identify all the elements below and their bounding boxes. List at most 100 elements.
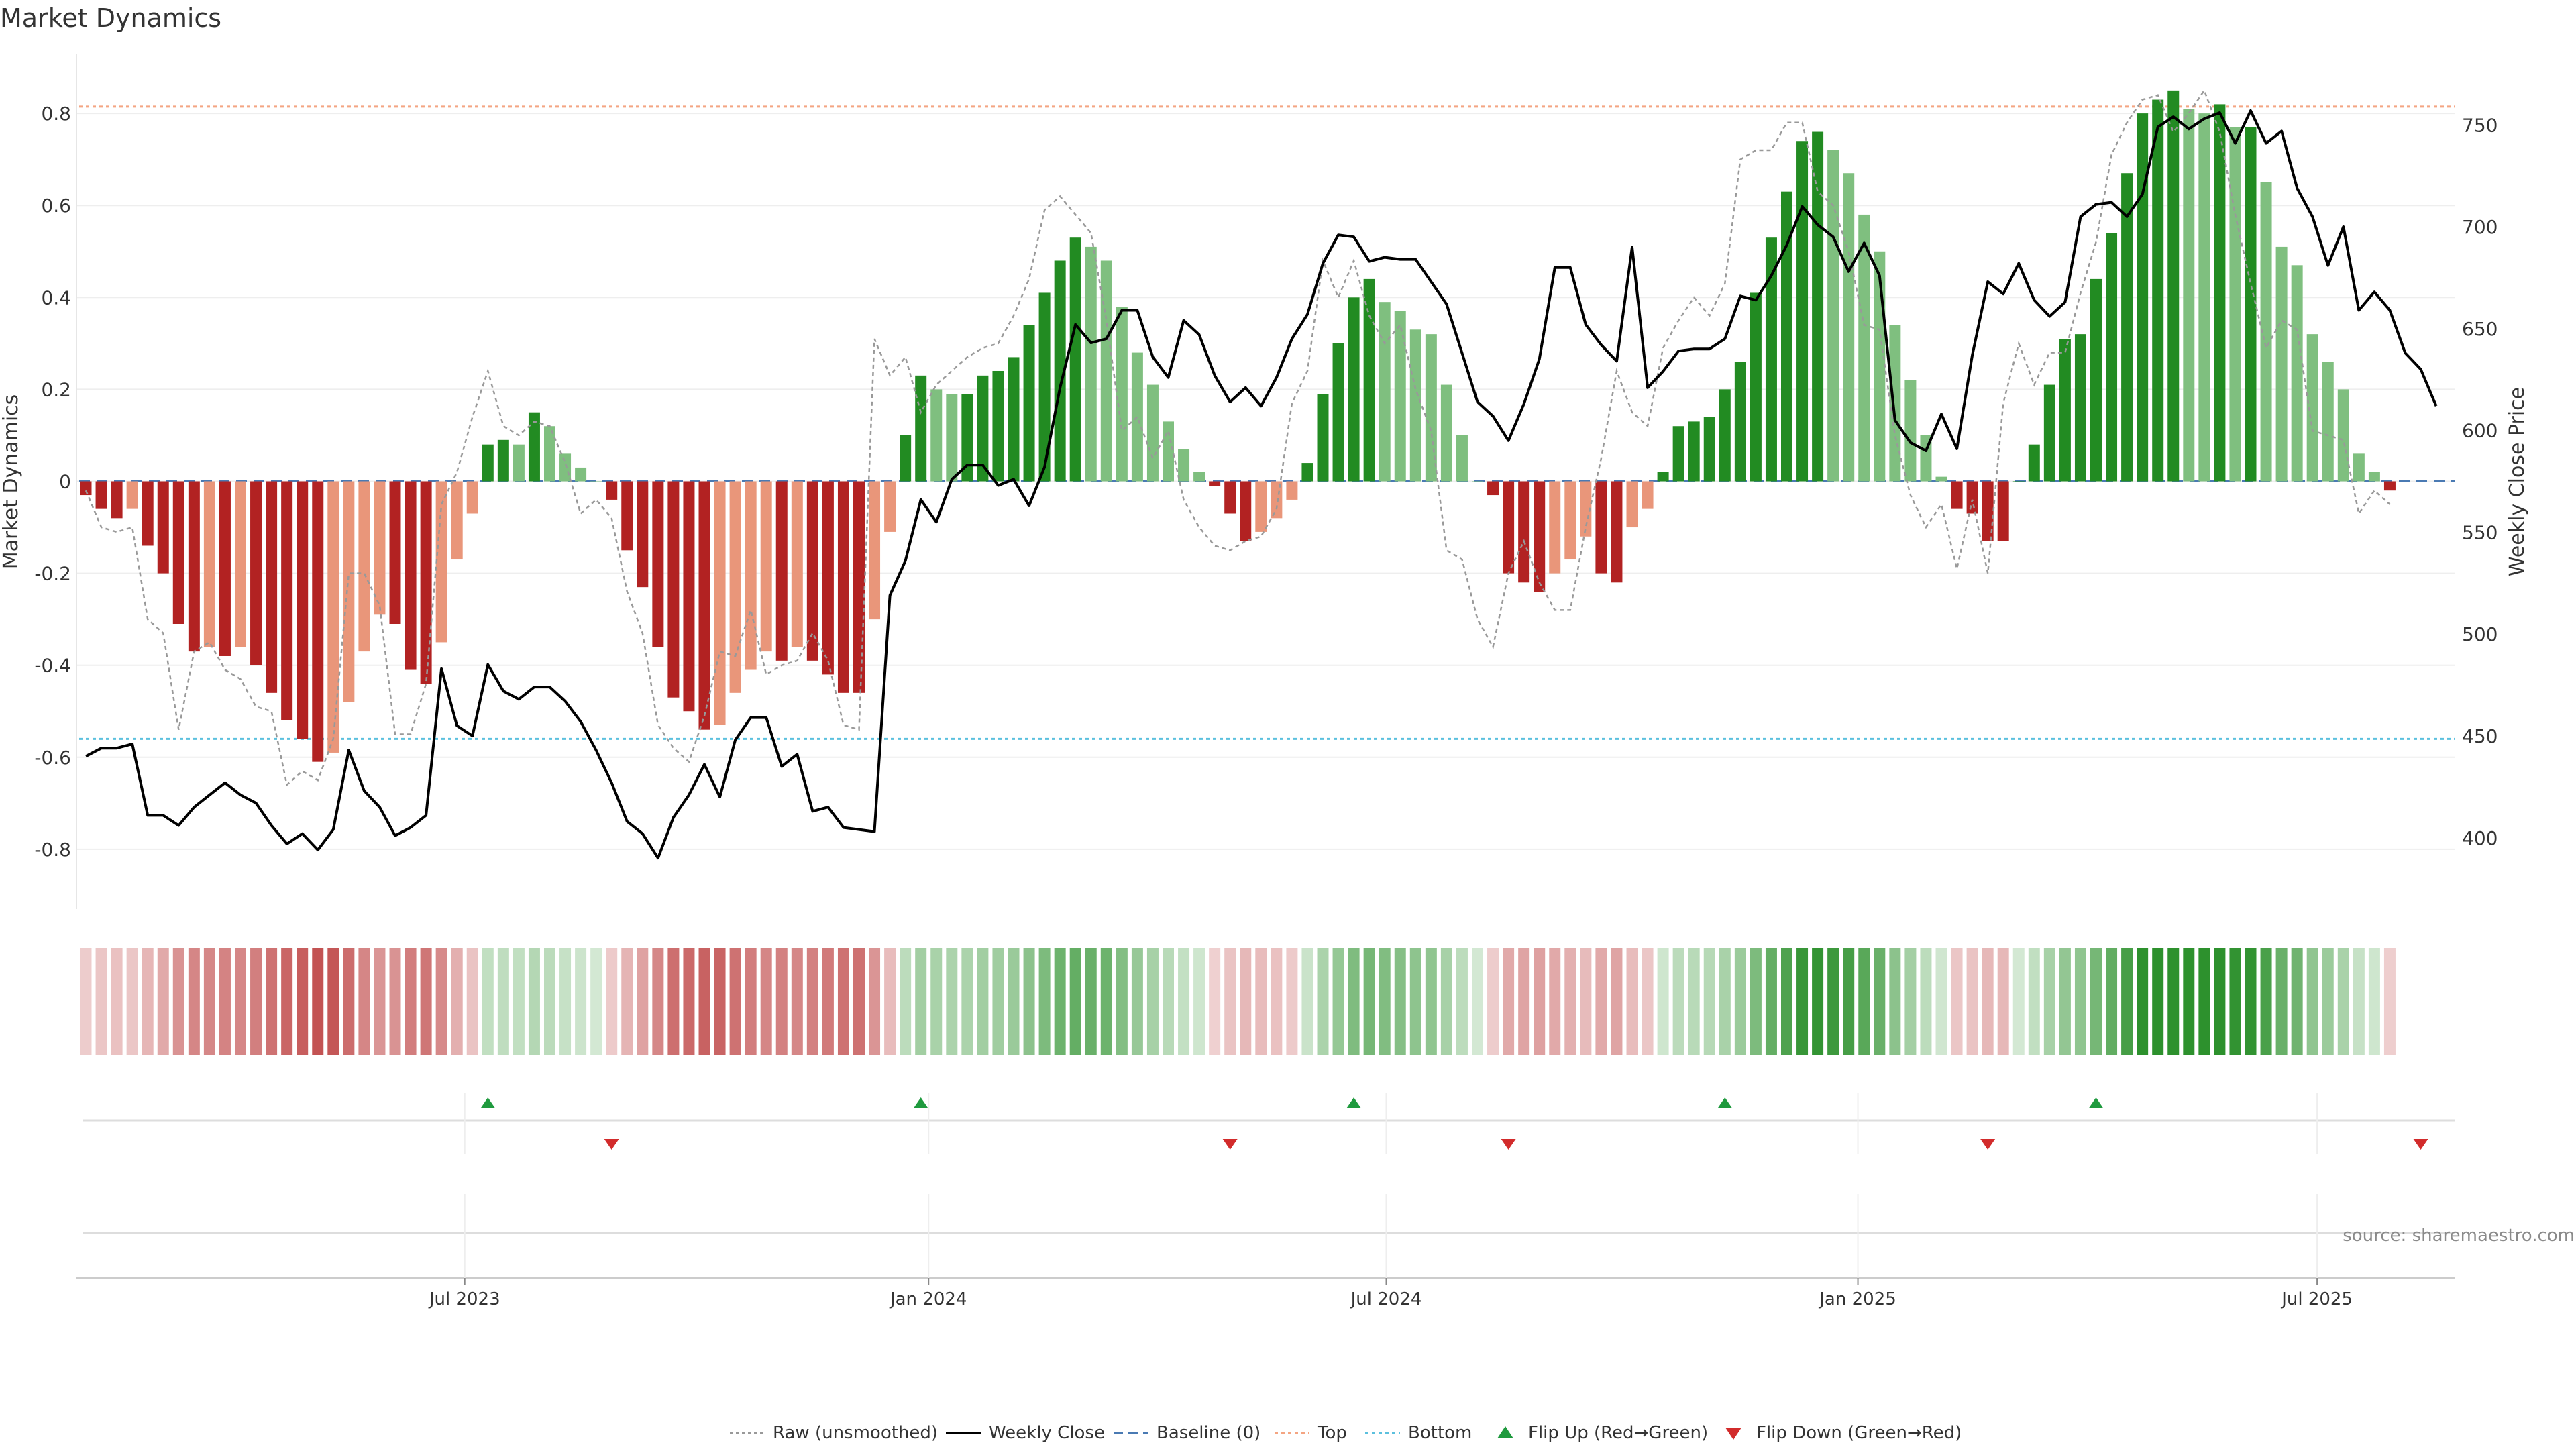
bar [1363,278,1375,482]
source-label: source: sharemaestro.com [2343,1226,2575,1246]
flip-up-marker [2088,1097,2104,1108]
bar [297,481,309,739]
x-tick-label: Jan 2025 [1818,1289,1896,1309]
bar [621,481,633,551]
strip-cell [1564,948,1576,1055]
bar [1425,334,1437,482]
bar [528,412,540,482]
left-tick-label: -0.2 [34,563,71,585]
bar [1286,481,1298,500]
strip-cell [497,948,509,1055]
legend-label: Baseline (0) [1157,1423,1260,1443]
strip-cell [1472,948,1483,1055]
right-tick-label: 750 [2462,114,2498,136]
bar [513,444,525,482]
bar [1332,343,1344,482]
bar [95,481,107,509]
strip-cell [1363,948,1375,1055]
x-tick-label: Jul 2023 [428,1289,500,1309]
strip-cell [80,948,92,1055]
strip-cell [1038,948,1051,1055]
strip-cell [1255,948,1267,1055]
bar [652,481,664,647]
strip-cell [621,948,633,1055]
strip-cell [188,948,200,1055]
bar [374,481,386,615]
bar [327,481,339,753]
bar [1348,297,1360,482]
bar [1997,481,2009,541]
strip-cell [203,948,215,1055]
bar [1487,481,1499,496]
strip-cell [1874,948,1886,1055]
bar [1966,481,1978,514]
bar [2214,104,2226,482]
flip-down-marker [1501,1139,1516,1150]
strip-cell [683,948,695,1055]
strip-cell [281,948,293,1055]
right-tick-label: 450 [2462,725,2498,747]
strip-cell [1317,948,1329,1055]
strip-cell [2322,948,2334,1055]
strip-cell [1688,948,1700,1055]
bar [2183,109,2195,482]
strip-cell [1935,948,1947,1055]
strip-cell [544,948,555,1055]
strip-cell [745,948,757,1055]
strip-cell [1409,948,1421,1055]
bar [250,481,262,665]
strip-cell [2337,948,2349,1055]
close-line-layer [85,109,2438,860]
strip-cell [837,948,849,1055]
x-tick-label: Jul 2024 [1350,1289,1422,1309]
strip-cell [1904,948,1917,1055]
bar [1301,463,1313,482]
bar [2306,334,2318,482]
strip-cell [1657,948,1669,1055]
bar [358,481,370,652]
strip-cell [2152,948,2164,1055]
strip-cell [374,948,386,1055]
strip-cell [884,948,896,1055]
bar [775,481,788,661]
strip-cell [235,948,246,1055]
strip-cell [992,948,1004,1055]
legend-label: Flip Up (Red→Green) [1528,1423,1708,1443]
flip-down-marker [604,1139,619,1150]
flip-up-marker [1346,1097,1362,1108]
bar [157,481,169,574]
strip-cell [930,948,943,1055]
bar [2090,278,2102,482]
bar [1935,476,1947,482]
strip-cell [1703,948,1715,1055]
strip-cell [1379,948,1391,1055]
strip-cell [977,948,989,1055]
strip-cell [1982,948,1994,1055]
bar [1054,260,1066,482]
strip-cell [266,948,278,1055]
x-axis: Jul 2023 Jan 2024 Jul 2024 Jan 2025 Jul 2025 [76,1093,2455,1309]
left-tick-label: 0.2 [41,378,71,400]
bar [2322,362,2334,482]
strip-cell [1116,948,1128,1055]
strip-cell [2198,948,2210,1055]
legend: Raw (unsmoothed) Weekly Close Baseline (0)… [730,1423,1962,1443]
strip-cell [1503,948,1515,1055]
strip-cell [1626,948,1638,1055]
strip-cell [667,948,680,1055]
strip-cell [1672,948,1684,1055]
bar [126,481,138,509]
strip-cell [1765,948,1777,1055]
strip-cell [1131,948,1143,1055]
bar [80,481,92,496]
bar [2167,90,2180,482]
bar [1379,302,1391,482]
strip-cell [142,948,154,1055]
strip-cell [2090,948,2102,1055]
right-tick-label: 650 [2462,318,2498,340]
strip-cell [1394,948,1406,1055]
strip-cell [2260,948,2272,1055]
bar [1982,481,1994,541]
flip-down-marker [1980,1139,1996,1150]
strip-cell [1085,948,1097,1055]
